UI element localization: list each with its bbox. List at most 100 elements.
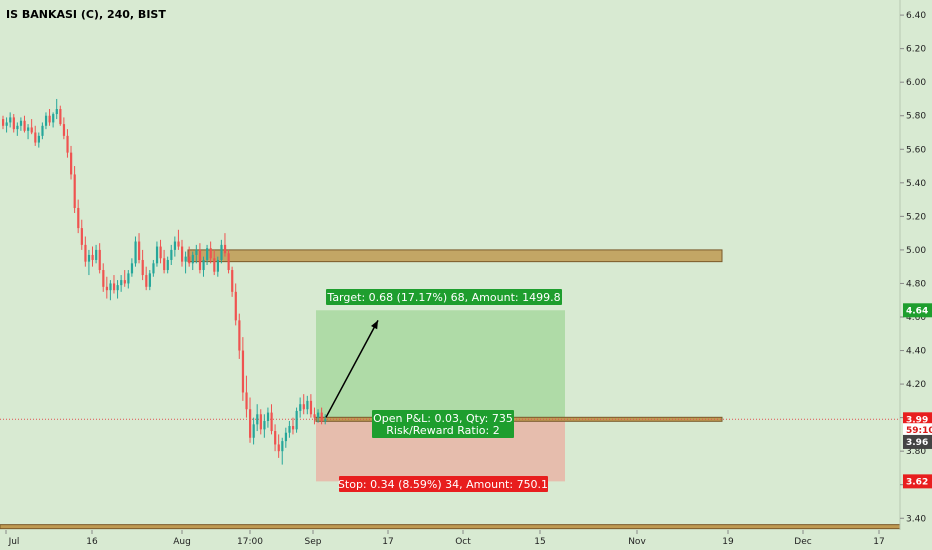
support-line[interactable] (0, 524, 901, 530)
candle-body (173, 241, 177, 250)
time-tick-label: Nov (628, 537, 646, 547)
candle-body (112, 283, 116, 291)
candle-body (324, 419, 327, 421)
projection-arrow[interactable] (325, 319, 379, 418)
candle-body (16, 125, 19, 130)
candle-body (145, 275, 148, 287)
candle-body (202, 259, 205, 271)
candle-body (19, 120, 23, 126)
price-badge-stop[interactable] (903, 474, 932, 489)
candle-body (116, 285, 119, 291)
candle-body (52, 114, 55, 123)
price-badge-last-text: 3.99 (906, 415, 928, 425)
price-badge-current[interactable] (903, 434, 932, 449)
candle-body (95, 249, 98, 260)
candle-body (191, 254, 194, 264)
target-label-box[interactable] (326, 289, 562, 305)
stop-label-box[interactable] (339, 476, 548, 492)
candle-body (209, 248, 212, 259)
candle-body (159, 246, 162, 259)
pnl-label-line1: Open P&L: 0.03, Qty: 735 (373, 412, 513, 425)
price-badge-countdown-text: 59:10 (906, 426, 932, 436)
candle-body (70, 152, 73, 175)
overlays-layer: Target: 0.68 (17.17%) 68, Amount: 1499.8… (325, 289, 562, 492)
candle-body (216, 259, 219, 272)
candle-body (270, 412, 273, 432)
candle-body (181, 246, 184, 262)
price-badge-target[interactable] (903, 303, 932, 318)
price-tick-label: 3.80 (906, 447, 926, 457)
candle-body (102, 270, 105, 287)
price-axis[interactable]: 6.40 6.20 6.00 5.80 5.60 5.40 5.20 5.00 4.80 4.60… (899, 0, 932, 530)
time-axis[interactable]: Jul 16 Aug 17:00 Sep 17 Oct 15 Nov 19 Dec 17 (5, 530, 885, 547)
price-badge-last[interactable] (903, 412, 932, 427)
price-tick-label: 6.40 (906, 11, 926, 21)
candle-body (213, 258, 216, 272)
candle-body (130, 263, 134, 274)
price-tick-label: 3.40 (906, 514, 926, 524)
price-badge-countdown[interactable] (903, 423, 932, 438)
candle-body (27, 127, 30, 131)
candle-body (241, 350, 245, 393)
price-badge-target-text: 4.64 (906, 306, 928, 316)
pnl-label-box[interactable] (372, 410, 514, 438)
candle-body (120, 280, 123, 286)
candle-body (295, 410, 298, 430)
candle-body (206, 248, 209, 260)
resistance-zone[interactable] (187, 249, 723, 263)
stop-label: Stop: 0.34 (8.59%) 34, Amount: 750.1 (338, 478, 548, 491)
candle-body (2, 119, 5, 126)
candle-body (313, 414, 316, 418)
candle-body (259, 414, 262, 430)
candle-body (256, 414, 259, 425)
candle-body (170, 249, 173, 260)
candle-body (59, 109, 62, 125)
candle-body (9, 117, 12, 123)
candle-body (87, 254, 91, 262)
candle-body (284, 432, 288, 442)
price-tick-label: 6.20 (906, 45, 926, 55)
candle-body (281, 441, 284, 452)
price-tick-label: 4.20 (906, 380, 926, 390)
price-tick-label: 4.40 (906, 347, 926, 357)
price-tick-label: 5.40 (906, 179, 926, 189)
price-tick-label: 5.20 (906, 212, 926, 222)
candle-body (73, 174, 76, 208)
time-tick-label: Dec (794, 537, 811, 547)
candle-body (138, 241, 141, 260)
candle-body (166, 259, 169, 271)
candle-body (277, 444, 280, 452)
candle-body (37, 135, 40, 143)
candle-body (62, 124, 66, 136)
target-zone[interactable] (316, 310, 565, 420)
symbol-title: IS BANKASI (C), 240, BIST (6, 8, 166, 21)
candle-body (134, 241, 137, 264)
candle-body (266, 412, 270, 421)
candle-body (238, 320, 241, 351)
candle-body (177, 241, 180, 247)
candle-body (23, 120, 26, 131)
candle-body (195, 249, 198, 255)
candle-body (77, 207, 80, 229)
time-tick-label: Jul (8, 537, 20, 547)
candle-body (163, 258, 166, 271)
candle-body (249, 409, 252, 438)
candle-body (55, 109, 58, 115)
time-tick-label: Oct (455, 537, 471, 547)
candle-body (184, 256, 187, 262)
time-tick-label: 17:00 (237, 537, 263, 547)
candle-body (34, 132, 37, 143)
candle-body (252, 424, 255, 438)
candle-body (231, 270, 234, 292)
candle-body (227, 253, 230, 271)
candle-body (309, 400, 313, 415)
candle-body (302, 404, 305, 410)
candle-body (299, 404, 302, 411)
time-tick-label: 17 (873, 537, 884, 547)
price-tick-label: 4.80 (906, 279, 926, 289)
candle-body (109, 283, 112, 291)
candle-body (288, 426, 291, 433)
price-tick-label: 5.00 (906, 246, 926, 256)
